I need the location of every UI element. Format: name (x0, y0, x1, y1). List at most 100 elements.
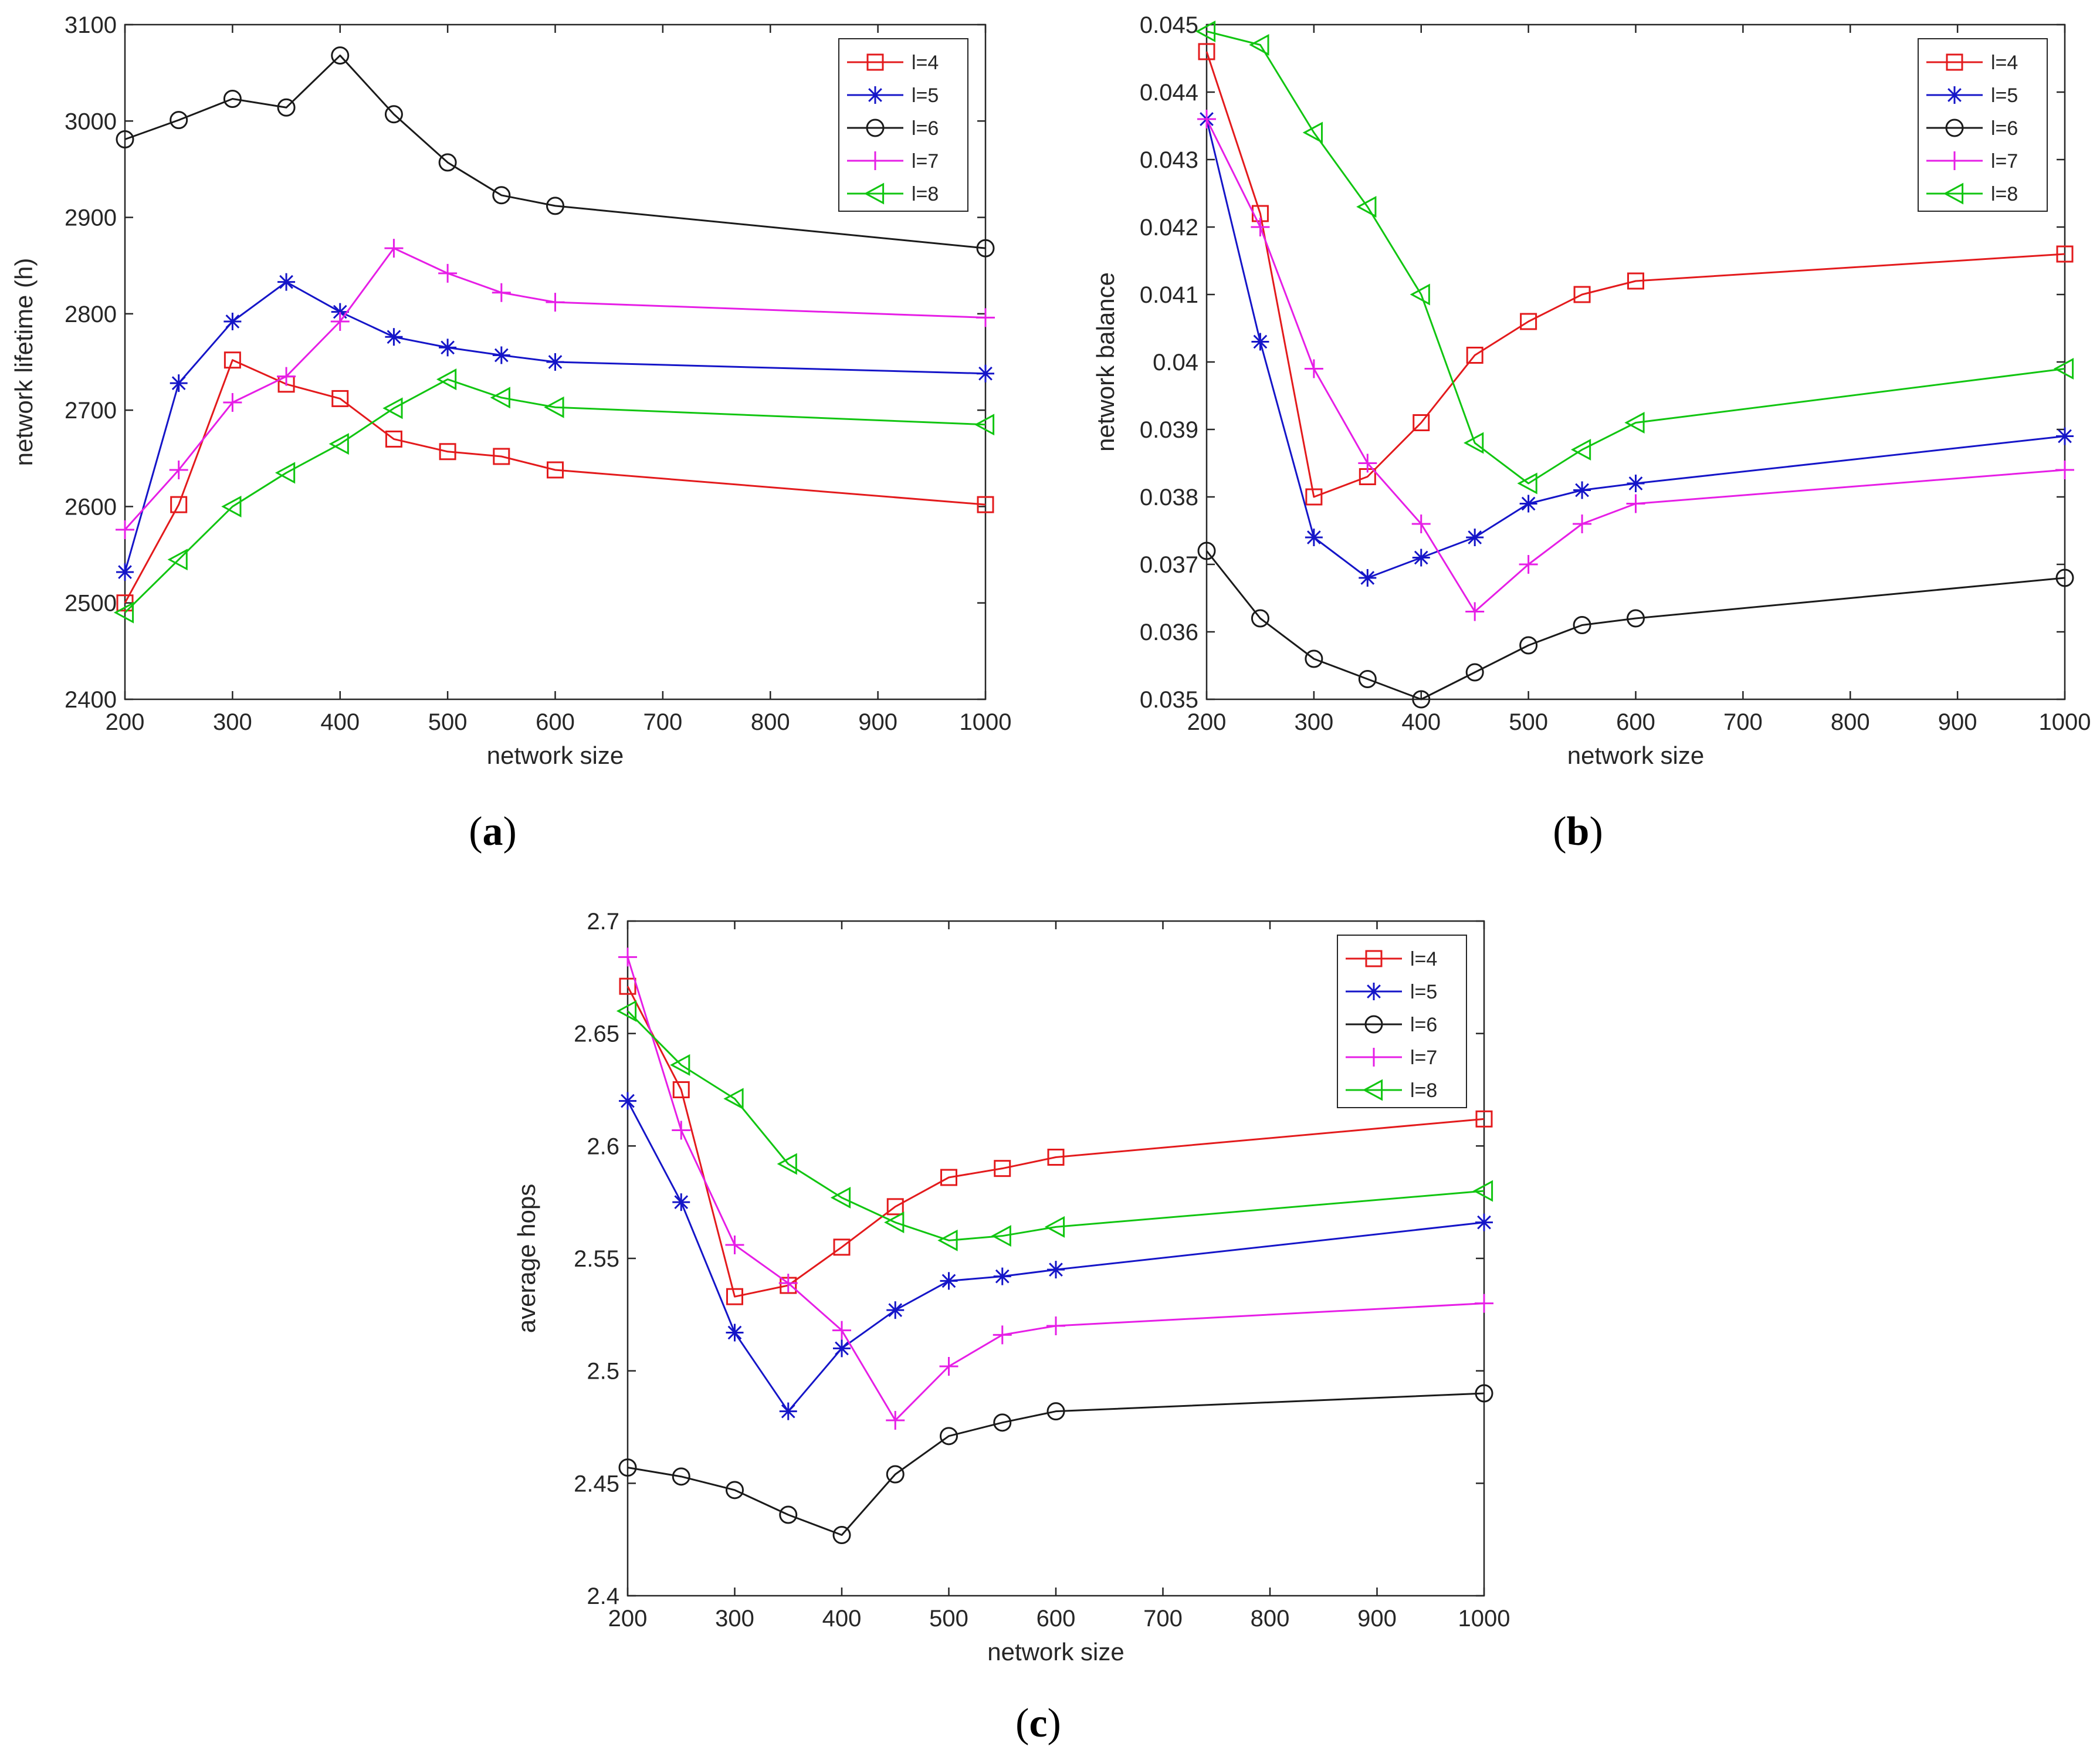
data-point (886, 1465, 905, 1484)
series-l=4 (1198, 43, 2074, 506)
legend-item: l=7 (1926, 150, 2018, 172)
x-tick-label: 400 (822, 1606, 862, 1632)
data-point (170, 374, 188, 392)
data-point (1410, 283, 1430, 306)
y-tick-label: 3000 (65, 109, 117, 134)
data-point (277, 273, 296, 291)
data-point (940, 1169, 957, 1186)
legend-item: l=5 (1926, 84, 2018, 107)
y-tick-label: 2.5 (587, 1359, 619, 1385)
legend-label: l=5 (1410, 981, 1437, 1003)
legend-item: l=4 (1926, 52, 2018, 74)
data-point (779, 1402, 797, 1420)
data-point (1573, 481, 1591, 499)
data-point (833, 1238, 851, 1256)
data-point (1412, 549, 1430, 567)
legend-label: l=6 (912, 117, 939, 140)
caption-open-paren: ( (1553, 809, 1566, 854)
data-point (1046, 1402, 1065, 1421)
data-point (1359, 569, 1377, 587)
data-point (994, 1160, 1011, 1177)
series-l=8 (616, 1000, 1493, 1251)
data-point (832, 1321, 851, 1340)
data-point (1475, 1384, 1493, 1403)
data-point (382, 397, 403, 419)
data-point (1517, 472, 1537, 495)
data-point (832, 1526, 851, 1544)
x-tick-label: 400 (1401, 709, 1441, 735)
legend-marker (1946, 86, 1963, 104)
y-tick-label: 0.044 (1140, 80, 1198, 106)
legend-item: l=6 (847, 117, 939, 140)
data-point (1466, 529, 1484, 546)
data-point (116, 130, 134, 148)
data-point (493, 448, 510, 465)
series-l=5 (619, 1092, 1493, 1420)
legend-label: l=5 (912, 84, 939, 107)
legend-label: l=6 (1991, 117, 2018, 140)
data-point (277, 367, 296, 386)
legend-marker (1365, 983, 1383, 1000)
data-point (275, 462, 296, 484)
data-point (1472, 1180, 1493, 1202)
series-line (626, 1010, 1485, 1241)
data-point (977, 496, 994, 513)
data-point (544, 396, 564, 418)
x-tick-label: 1000 (2039, 709, 2091, 735)
y-tick-label: 0.041 (1140, 282, 1198, 308)
data-point (384, 239, 404, 258)
series-line (1205, 119, 2065, 579)
data-point (170, 496, 188, 513)
data-point (438, 153, 457, 172)
series-l=4 (619, 977, 1493, 1305)
legend-marker (1362, 1079, 1383, 1101)
x-tick-label: 600 (1616, 709, 1655, 735)
y-tick-label: 2.45 (574, 1471, 619, 1497)
x-tick-label: 600 (536, 709, 575, 735)
data-point (1624, 411, 1645, 434)
legend-label: l=4 (1410, 948, 1437, 970)
data-point (1305, 488, 1323, 506)
x-tick-label: 200 (608, 1606, 648, 1632)
legend-marker (1945, 119, 1964, 137)
x-tick-label: 600 (1037, 1606, 1076, 1632)
data-point (385, 328, 403, 346)
legend-marker (863, 182, 885, 205)
data-point (726, 1288, 743, 1305)
data-point (1413, 414, 1430, 431)
x-axis-label: network size (987, 1638, 1124, 1666)
data-point (331, 390, 349, 407)
caption-letter: c (1029, 1701, 1047, 1746)
series-line (627, 1392, 1485, 1536)
legend-marker (866, 53, 884, 71)
data-point (1627, 609, 1645, 628)
y-tick-label: 2700 (65, 398, 117, 424)
data-point (1519, 636, 1538, 655)
data-point (1197, 110, 1216, 128)
legend-marker (1945, 151, 1964, 170)
legend-marker (866, 151, 885, 170)
legend-label: l=8 (912, 183, 939, 205)
chart-c: 200 300 400 500 600 700 800 900 1000 2.4 2.45 2.5 2.… (513, 909, 1510, 1746)
x-tick-label: 1000 (1458, 1606, 1510, 1632)
caption-open-paren: ( (1015, 1701, 1029, 1746)
legend-marker (1364, 1048, 1383, 1067)
y-axis-label: network lifetime (h) (10, 258, 38, 466)
legend-item: l=8 (1926, 182, 2018, 205)
legend-item: l=5 (847, 84, 939, 107)
data-point (616, 1000, 637, 1022)
legend-label: l=8 (1991, 183, 2018, 205)
data-point (1197, 541, 1216, 560)
data-point (777, 1153, 797, 1175)
caption-close-paren: ) (1048, 1701, 1061, 1746)
x-tick-label: 800 (1251, 1606, 1290, 1632)
series-l=7 (618, 947, 1493, 1430)
legend-item: l=4 (847, 52, 939, 74)
legend-label: l=5 (1991, 84, 2018, 107)
data-point (940, 1272, 958, 1290)
legend-label: l=6 (1410, 1014, 1437, 1036)
series-l=6 (116, 46, 995, 258)
data-point (546, 353, 564, 371)
data-point (1573, 616, 1591, 634)
series-l=8 (113, 368, 995, 624)
